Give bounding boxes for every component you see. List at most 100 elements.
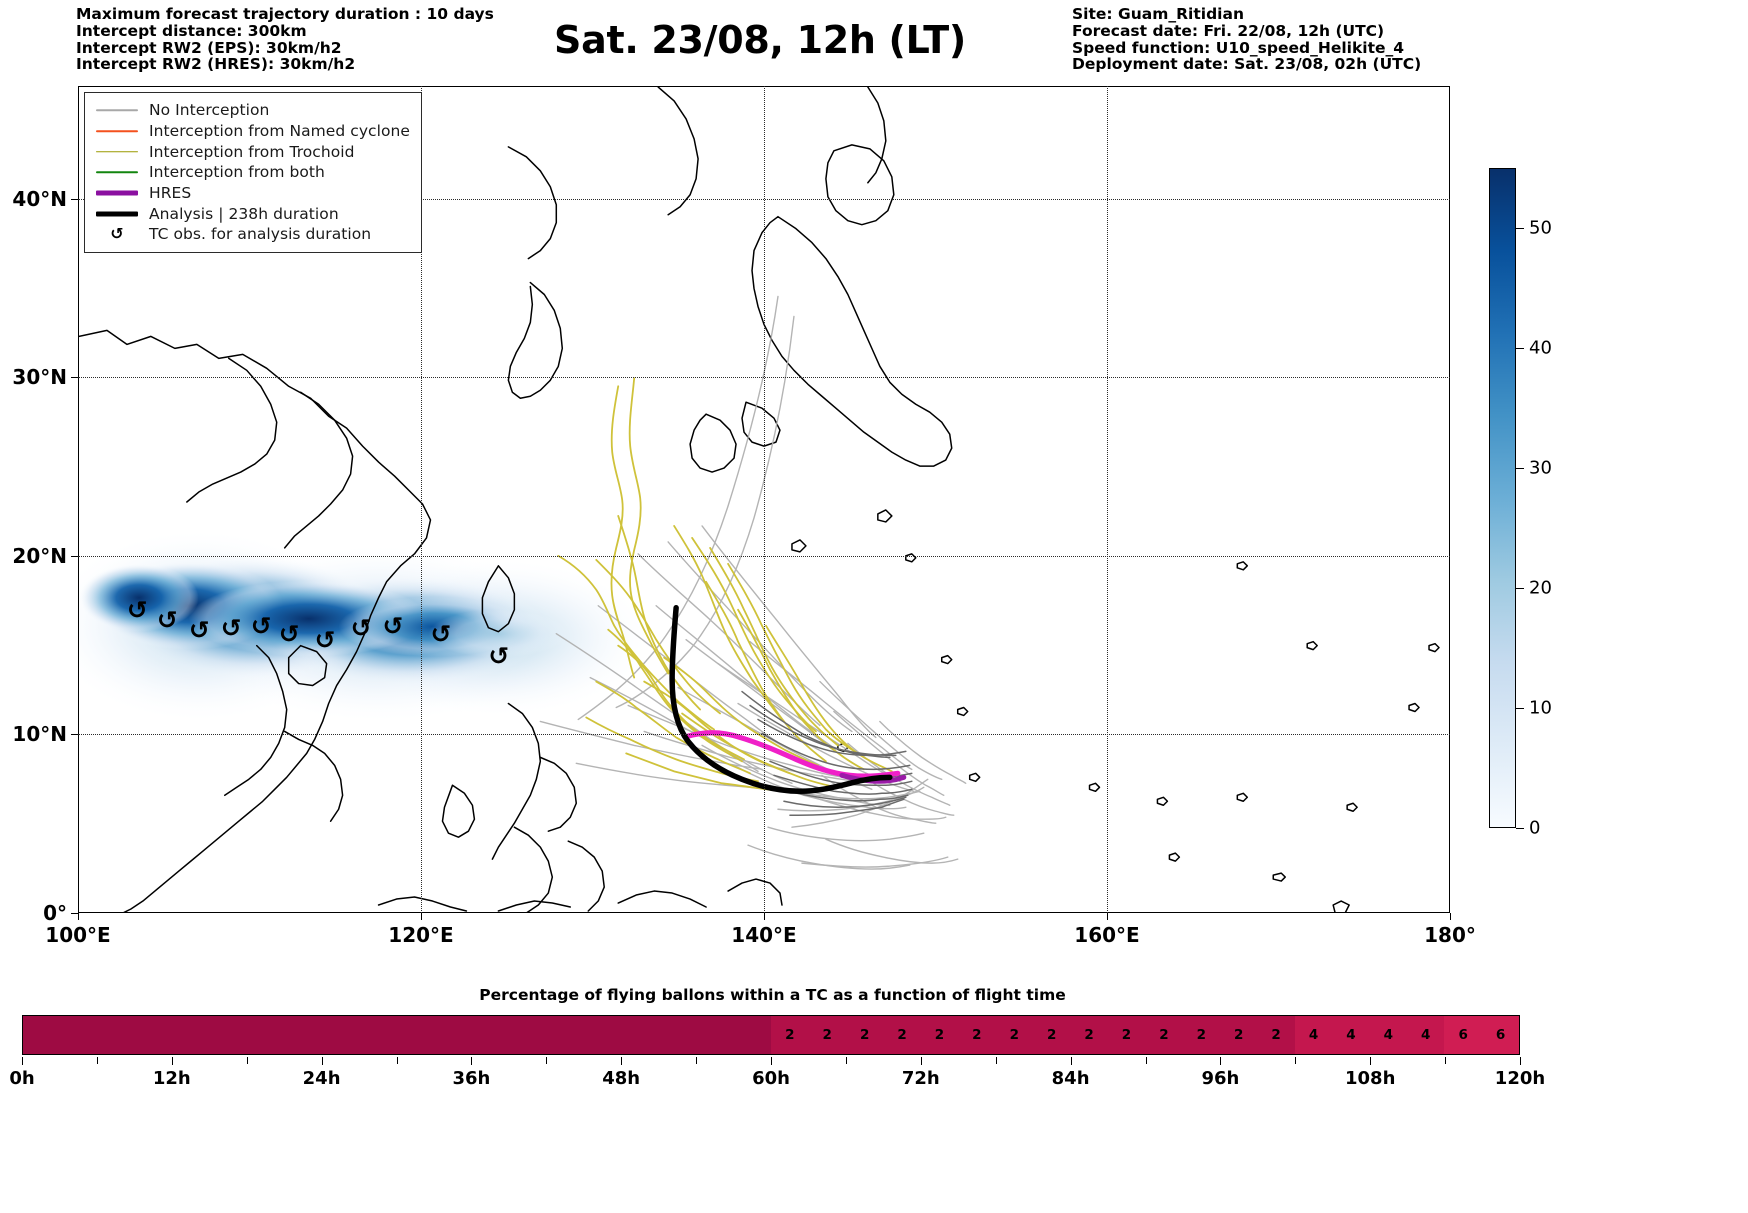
percentage-cell-108h[interactable]: 4: [1369, 1016, 1408, 1054]
analysis-track: [669, 604, 893, 795]
percentage-cell-96h[interactable]: 2: [1220, 1016, 1258, 1054]
forecast-param-line-0: Maximum forecast trajectory duration : 1…: [76, 5, 494, 23]
percentage-bar-title: Percentage of flying ballons within a TC…: [479, 986, 1066, 1004]
forecast-param-line-3: Intercept RW2 (HRES): 30km/h2: [76, 55, 356, 74]
eps-count-colorbar[interactable]: [1489, 168, 1516, 828]
percentage-tick-label-24: 24h: [302, 1068, 341, 1089]
latitude-tick-40: [71, 198, 78, 200]
percentage-cell-0h[interactable]: [23, 1016, 61, 1054]
legend-item-5[interactable]: Analysis | 238h duration: [94, 203, 410, 224]
tc-obs-marker-icon: ↺: [94, 225, 140, 243]
percentage-cell-27h[interactable]: [359, 1016, 398, 1054]
colorbar-tick-label-30: 30: [1529, 457, 1552, 479]
site-meta-line-3: Deployment date: Sat. 23/08, 02h (UTC): [1072, 55, 1422, 74]
percentage-cell-21h[interactable]: [284, 1016, 323, 1054]
longitude-label-120: 120°E: [388, 923, 454, 947]
site-meta-line-0: Site: Guam_Ritidian: [1072, 5, 1244, 23]
percentage-cell-90h[interactable]: 2: [1145, 1016, 1183, 1054]
legend-item-label: TC obs. for analysis duration: [149, 225, 372, 244]
percentage-cell-54h[interactable]: [696, 1016, 734, 1054]
percentage-cell-114h[interactable]: 6: [1444, 1016, 1482, 1054]
percentage-cell-48h[interactable]: [621, 1016, 659, 1054]
percentage-cell-36h[interactable]: [471, 1016, 510, 1054]
percentage-tick-36: [471, 1057, 473, 1065]
legend-item-3[interactable]: Interception from both: [94, 162, 410, 183]
legend-item-6[interactable]: ↺ TC obs. for analysis duration: [94, 224, 410, 245]
percentage-cell-45h[interactable]: [584, 1016, 622, 1054]
colorbar-tick-0: [1516, 828, 1524, 829]
legend-item-2[interactable]: Interception from Trochoid: [94, 141, 410, 162]
page-title: Sat. 23/08, 12h (LT): [554, 18, 966, 62]
percentage-tick-label-108: 108h: [1344, 1068, 1396, 1089]
percentage-tick-label-60: 60h: [752, 1068, 790, 1089]
percentage-tick-72: [920, 1057, 922, 1065]
percentage-cell-57h[interactable]: [733, 1016, 772, 1054]
latitude-tick-10: [71, 734, 78, 736]
percentage-cell-87h[interactable]: 2: [1107, 1016, 1146, 1054]
colorbar-tick-40: [1516, 348, 1524, 349]
latitude-label-0: 0°: [43, 901, 67, 925]
percentage-cell-9h[interactable]: [135, 1016, 173, 1054]
percentage-cell-33h[interactable]: [434, 1016, 472, 1054]
forecast-parameters-text: Maximum forecast trajectory duration : 1…: [76, 6, 494, 73]
colorbar-tick-label-50: 50: [1529, 217, 1552, 239]
legend-item-label: HRES: [149, 184, 192, 203]
legend-item-label: Interception from Trochoid: [149, 142, 355, 161]
colorbar-tick-label-10: 10: [1529, 697, 1552, 719]
longitude-tick-120: [421, 913, 422, 920]
percentage-cell-30h[interactable]: [397, 1016, 435, 1054]
percentage-tick-label-120: 120h: [1494, 1068, 1546, 1089]
percentage-cell-84h[interactable]: 2: [1070, 1016, 1108, 1054]
colorbar-tick-30: [1516, 468, 1524, 469]
percentage-cell-93h[interactable]: 2: [1182, 1016, 1220, 1054]
percentage-cell-111h[interactable]: 4: [1407, 1016, 1445, 1054]
map-legend: No Interception Interception from Named c…: [84, 92, 422, 253]
latitude-tick-0: [71, 913, 78, 914]
percentage-tick-label-36: 36h: [452, 1068, 491, 1089]
percentage-minor-tick-18: [246, 1057, 248, 1064]
percentage-cell-72h[interactable]: 2: [920, 1016, 959, 1054]
percentage-cell-12h[interactable]: [172, 1016, 211, 1054]
svg-text:↺: ↺: [189, 616, 210, 645]
legend-line-icon-0: [94, 101, 140, 119]
percentage-cell-51h[interactable]: [658, 1016, 697, 1054]
percentage-cell-117h[interactable]: 6: [1481, 1016, 1519, 1054]
percentage-cell-6h[interactable]: [97, 1016, 136, 1054]
cyclone-icon: ↺: [110, 224, 124, 244]
legend-item-0[interactable]: No Interception: [94, 100, 410, 121]
map-canvas: ↺ ↺ ↺ ↺ ↺ ↺ ↺ ↺ ↺ ↺ ↺: [79, 87, 1449, 912]
percentage-cell-24h[interactable]: [322, 1016, 360, 1054]
percentage-cell-63h[interactable]: 2: [808, 1016, 846, 1054]
percentage-cell-3h[interactable]: [60, 1016, 98, 1054]
percentage-cell-75h[interactable]: 2: [958, 1016, 996, 1054]
percentage-cell-39h[interactable]: [509, 1016, 547, 1054]
latitude-label-40: 40°N: [12, 186, 67, 211]
percentage-cell-42h[interactable]: [546, 1016, 585, 1054]
percentage-minor-tick-114: [1445, 1057, 1447, 1064]
legend-item-1[interactable]: Interception from Named cyclone: [94, 121, 410, 142]
longitude-tick-140: [764, 913, 765, 920]
longitude-gridline-120: [421, 86, 422, 913]
longitude-label-140: 140°E: [731, 923, 797, 947]
percentage-cell-18h[interactable]: [247, 1016, 285, 1054]
percentage-cell-81h[interactable]: 2: [1032, 1016, 1071, 1054]
percentage-tick-label-48: 48h: [602, 1068, 641, 1089]
percentage-cell-78h[interactable]: 2: [995, 1016, 1033, 1054]
percentage-cell-105h[interactable]: 4: [1332, 1016, 1370, 1054]
percentage-cell-15h[interactable]: [210, 1016, 248, 1054]
forecast-param-line-2: Intercept RW2 (EPS): 30km/h2: [76, 38, 342, 57]
longitude-tick-100: [78, 913, 79, 920]
percentage-cell-99h[interactable]: 2: [1257, 1016, 1295, 1054]
svg-text:↺: ↺: [251, 612, 272, 641]
percentage-tick-label-96: 96h: [1201, 1068, 1240, 1089]
hres-trajectory: [684, 730, 901, 779]
colorbar-tick-10: [1516, 708, 1524, 709]
svg-text:↺: ↺: [488, 642, 509, 671]
percentage-cell-102h[interactable]: 4: [1294, 1016, 1333, 1054]
percentage-cell-69h[interactable]: 2: [883, 1016, 921, 1054]
legend-item-4[interactable]: HRES: [94, 183, 410, 204]
percentage-cell-66h[interactable]: 2: [845, 1016, 884, 1054]
percentage-cell-60h[interactable]: 2: [771, 1016, 809, 1054]
percentage-tick-0: [22, 1057, 23, 1065]
